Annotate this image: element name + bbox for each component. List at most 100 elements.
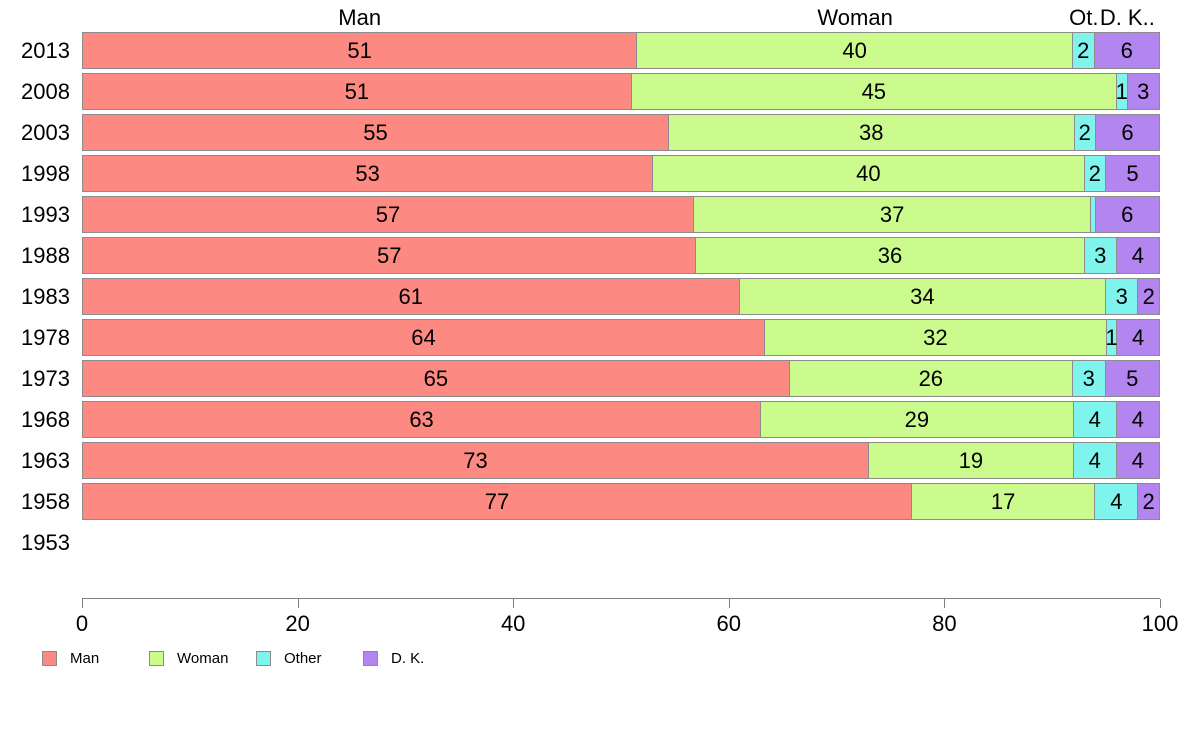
chart-row: 1983 61 34 3 2 <box>0 276 1160 317</box>
bar-segment-other[interactable]: 2 <box>1072 32 1095 69</box>
bar-segment-other[interactable]: 4 <box>1073 401 1117 438</box>
bar-segment-d-k[interactable]: 5 <box>1106 155 1160 192</box>
year-label: 1993 <box>21 202 70 227</box>
bar-segment-other[interactable]: 3 <box>1084 237 1117 274</box>
segment-value-label: 4 <box>1110 488 1123 514</box>
segment-value-label: 4 <box>1132 324 1145 350</box>
bar-segment-woman[interactable]: 32 <box>765 319 1107 356</box>
segment-value-label: 4 <box>1088 406 1101 432</box>
column-header-man: Man <box>338 5 382 30</box>
segment-value-label: 40 <box>856 160 881 186</box>
bar-segment-d-k[interactable]: 4 <box>1116 442 1160 479</box>
bar-segment-woman[interactable]: 26 <box>789 360 1073 397</box>
bar-segment-woman[interactable]: 36 <box>696 237 1085 274</box>
bar-segment-d-k[interactable]: 3 <box>1127 73 1160 110</box>
segment-value-label: 55 <box>363 119 388 145</box>
bar-segment-d-k[interactable]: 5 <box>1105 360 1160 397</box>
bar-segment-man[interactable]: 77 <box>82 483 913 520</box>
bar-segment-other[interactable]: 2 <box>1084 155 1107 192</box>
bar-segment-man[interactable]: 61 <box>82 278 740 315</box>
legend-swatch-other <box>256 651 271 666</box>
bar-segment-man[interactable]: 57 <box>82 237 697 274</box>
column-headers: Man Woman Ot. D. K.. <box>82 5 1160 31</box>
segment-value-label: 6 <box>1121 119 1134 145</box>
segment-value-label: 64 <box>411 324 436 350</box>
segment-value-label: 65 <box>423 365 449 391</box>
segment-value-label: 3 <box>1137 78 1150 104</box>
chart-row: 2003 55 38 2 6 <box>0 112 1160 153</box>
bar-segment-d-k[interactable]: 4 <box>1116 237 1160 274</box>
bar-segment-other[interactable]: 1 <box>1115 73 1128 110</box>
bar-segment-d-k[interactable]: 6 <box>1094 32 1160 69</box>
bar-segment-man[interactable]: 64 <box>82 319 766 356</box>
column-header-other: Ot. <box>1069 5 1099 30</box>
bar-segment-woman[interactable]: 34 <box>739 278 1107 315</box>
bar-segment-d-k[interactable]: 2 <box>1138 278 1160 315</box>
bar-segment-d-k[interactable]: 2 <box>1138 483 1160 520</box>
chart-row: 1993 57 37 6 <box>0 194 1160 235</box>
x-tick <box>944 599 946 608</box>
bar-segment-man[interactable]: 65 <box>82 360 790 397</box>
bar-segment-woman[interactable]: 19 <box>868 442 1074 479</box>
bar-segment-d-k[interactable]: 6 <box>1095 114 1160 151</box>
segment-value-label: 51 <box>347 37 372 63</box>
segment-value-label: 32 <box>923 324 948 350</box>
bar-segment-other[interactable]: 3 <box>1072 360 1106 397</box>
x-axis: 0 20 40 60 80 100 <box>76 598 1178 649</box>
bar-segment-woman[interactable]: 17 <box>912 483 1096 520</box>
bar-segment-man[interactable]: 53 <box>82 155 654 192</box>
bar-segment-other[interactable]: 4 <box>1095 483 1139 520</box>
bar-segment-woman[interactable]: 45 <box>631 73 1117 110</box>
bar-segment-woman[interactable]: 29 <box>761 401 1074 438</box>
legend-item-woman[interactable]: Woman <box>149 650 256 667</box>
segment-value-label: 34 <box>910 283 935 309</box>
x-tick-label: 80 <box>932 611 957 636</box>
bar-segment-other[interactable]: 3 <box>1106 278 1139 315</box>
legend-item-man[interactable]: Man <box>42 650 149 667</box>
segment-value-label: 45 <box>861 78 887 104</box>
bar-segment-woman[interactable]: 40 <box>637 32 1073 69</box>
stacked-bar: 51 40 2 6 <box>82 32 1160 69</box>
year-label: 2008 <box>21 79 70 104</box>
plot-area: 51 40 2 6 <box>82 30 1160 71</box>
bar-segment-d-k[interactable]: 6 <box>1095 196 1160 233</box>
bar-segment-man[interactable]: 51 <box>82 32 638 69</box>
year-label: 1973 <box>21 366 70 391</box>
bar-segment-other[interactable]: 2 <box>1074 114 1096 151</box>
bar-segment-other[interactable]: 4 <box>1073 442 1117 479</box>
plot-area: 64 32 1 4 <box>82 317 1160 358</box>
segment-value-label: 26 <box>918 365 944 391</box>
legend: Man Woman Other D. K. <box>42 650 424 667</box>
legend-label: Woman <box>177 650 229 667</box>
segment-value-label: 53 <box>355 160 380 186</box>
bar-segment-other[interactable]: 1 <box>1105 319 1118 356</box>
bar-segment-man[interactable]: 73 <box>82 442 869 479</box>
year-label: 1983 <box>21 284 70 309</box>
bar-segment-d-k[interactable]: 4 <box>1116 401 1160 438</box>
legend-item-d-k[interactable]: D. K. <box>363 650 424 667</box>
bar-segment-woman[interactable]: 37 <box>694 196 1092 233</box>
segment-value-label: 61 <box>398 283 424 309</box>
chart-row: 2013 51 40 2 6 <box>0 30 1160 71</box>
bar-segment-man[interactable]: 51 <box>82 73 632 110</box>
segment-value-label: 3 <box>1082 365 1095 391</box>
segment-value-label: 1 <box>1115 78 1128 104</box>
stacked-bar: 57 37 6 <box>82 196 1160 233</box>
stacked-bar: 64 32 1 4 <box>82 319 1160 356</box>
legend-item-other[interactable]: Other <box>256 650 363 667</box>
segment-value-label: 36 <box>877 242 903 268</box>
bar-segment-woman[interactable]: 40 <box>653 155 1085 192</box>
stacked-bar: 73 19 4 4 <box>82 442 1160 479</box>
segment-value-label: 3 <box>1094 242 1107 268</box>
bar-segment-d-k[interactable]: 4 <box>1117 319 1160 356</box>
stacked-bar: 57 36 3 4 <box>82 237 1160 274</box>
chart-row: 1998 53 40 2 5 <box>0 153 1160 194</box>
legend-label: Man <box>70 650 100 667</box>
bar-segment-man[interactable]: 55 <box>82 114 670 151</box>
bar-segment-woman[interactable]: 38 <box>669 114 1075 151</box>
bar-segment-man[interactable]: 57 <box>82 196 694 233</box>
bar-segment-other[interactable] <box>1091 196 1096 233</box>
bar-segment-man[interactable]: 63 <box>82 401 762 438</box>
chart-row: 1958 77 17 4 2 <box>0 481 1160 522</box>
